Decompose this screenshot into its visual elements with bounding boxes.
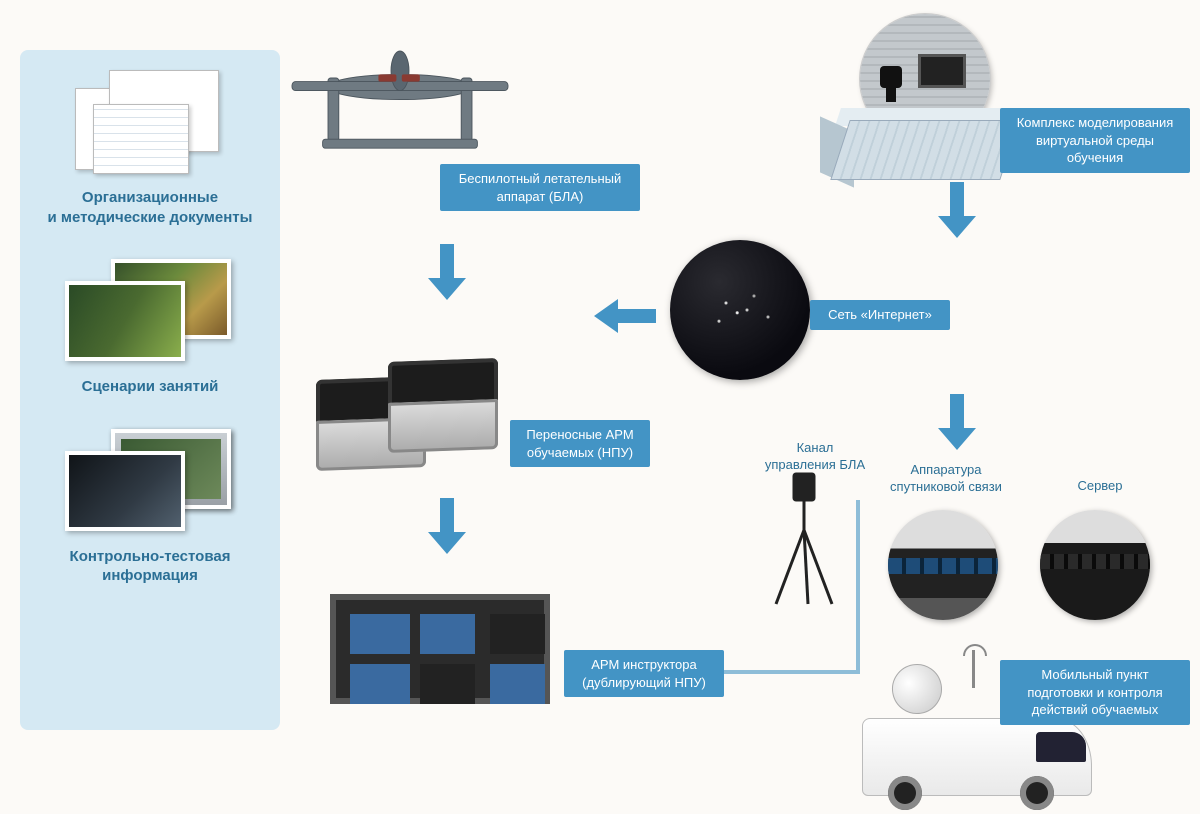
server-label: Сервер [1060, 478, 1140, 495]
tests-icon [65, 429, 235, 539]
sat-equip-label: Аппаратураспутниковой связи [876, 462, 1016, 496]
sidebar-item-tests: Контрольно-тестоваяинформация [30, 429, 270, 586]
sidebar-title-scenarios: Сценарии занятий [30, 377, 270, 397]
instructor-arm-label: АРМ инструктора(дублирующий НПУ) [564, 650, 724, 697]
sidebar-item-scenarios: Сценарии занятий [30, 259, 270, 397]
sat-equip-image [888, 510, 998, 620]
sidebar-title-documents: Организационныеи методические документы [30, 188, 270, 227]
control-channel-image [764, 470, 844, 615]
scenarios-icon [65, 259, 235, 369]
documents-icon [75, 70, 225, 180]
instructor-arm-image [330, 594, 550, 704]
arrow-down-icon [420, 240, 474, 304]
sidebar-title-tests: Контрольно-тестоваяинформация [30, 547, 270, 586]
arrow-down-icon [930, 178, 984, 242]
control-channel-label: Каналуправления БЛА [760, 440, 870, 474]
arrow-down-icon [420, 494, 474, 558]
uav-label: Беспилотный летательныйаппарат (БЛА) [440, 164, 640, 211]
server-image [1040, 510, 1150, 620]
modeling-complex-label: Комплекс моделированиявиртуальной среды … [1000, 108, 1190, 173]
internet-label: Сеть «Интернет» [810, 300, 950, 330]
mobile-point-label: Мобильный пунктподготовки и контролядейс… [1000, 660, 1190, 725]
connector [724, 670, 858, 674]
connector [856, 500, 860, 674]
sidebar: Организационныеи методические документы … [20, 50, 280, 730]
internet-globe [670, 240, 810, 380]
portable-arm-image [316, 360, 516, 490]
arrow-down-icon [930, 390, 984, 454]
sidebar-item-documents: Организационныеи методические документы [30, 70, 270, 227]
arrow-left-icon [590, 294, 660, 338]
portable-arm-label: Переносные АРМобучаемых (НПУ) [510, 420, 650, 467]
